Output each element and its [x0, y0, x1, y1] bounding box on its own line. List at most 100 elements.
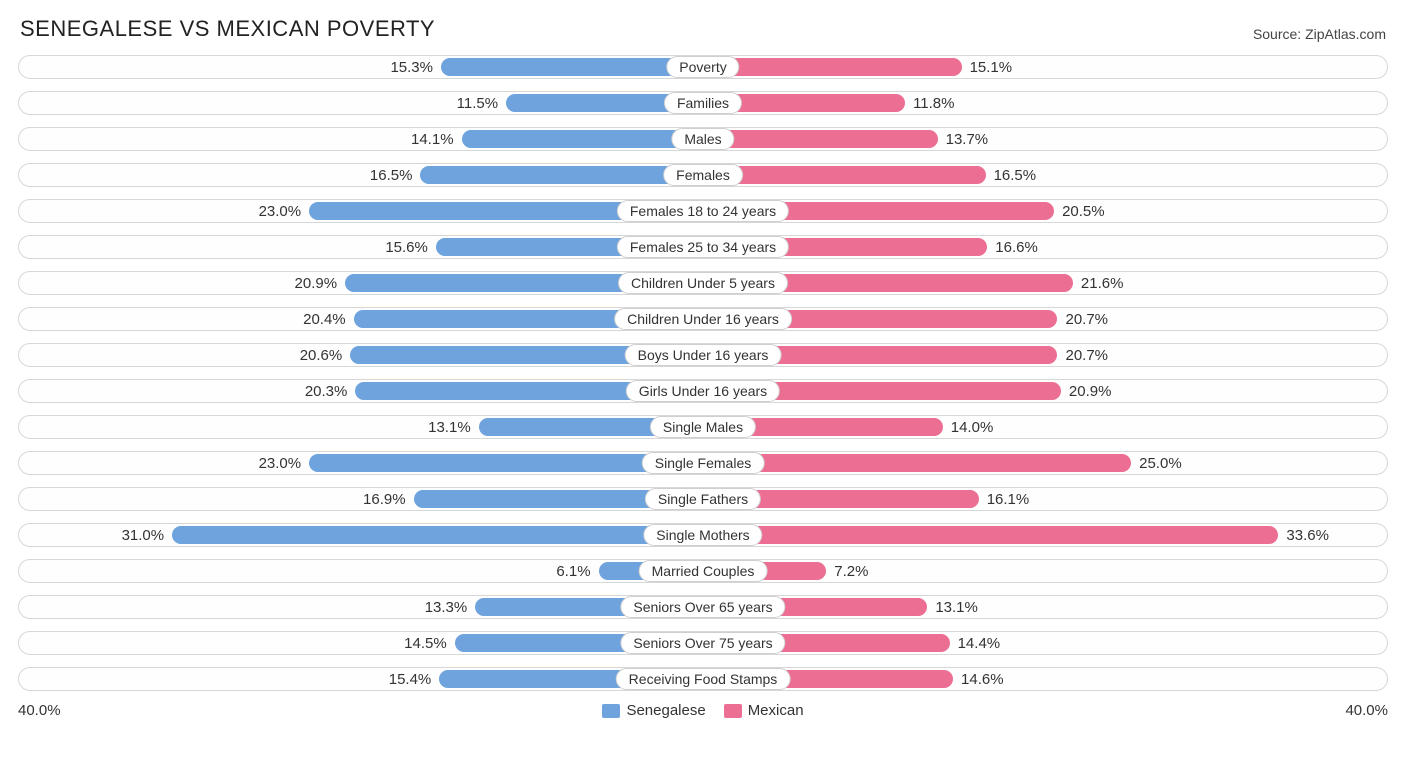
row-right-value: 21.6%	[1081, 275, 1124, 292]
chart-row: 15.4% 14.6%Receiving Food Stamps	[18, 664, 1388, 694]
row-right-half: 11.8%	[703, 88, 1388, 118]
row-left-value: 20.9%	[295, 275, 338, 292]
row-category-label: Males	[671, 128, 734, 150]
row-left-half: 6.1%	[18, 556, 703, 586]
row-right-value: 14.4%	[958, 635, 1001, 652]
chart-row: 16.5%16.5%Females	[18, 160, 1388, 190]
row-right-half: 20.9%	[703, 376, 1388, 406]
row-category-label: Single Mothers	[643, 524, 762, 546]
row-right-half: 25.0%	[703, 448, 1388, 478]
row-left-half: 20.4%	[18, 304, 703, 334]
row-left-half: 14.5%	[18, 628, 703, 658]
row-category-label: Single Fathers	[645, 488, 761, 510]
row-left-half: 15.4%	[18, 664, 703, 694]
row-right-half: 15.1%	[703, 52, 1388, 82]
row-left-half: 11.5%	[18, 88, 703, 118]
chart-source: Source: ZipAtlas.com	[1253, 26, 1386, 42]
chart-row: 20.6% 20.7%Boys Under 16 years	[18, 340, 1388, 370]
chart-row: 20.4%20.7%Children Under 16 years	[18, 304, 1388, 334]
legend-item-right: Mexican	[724, 702, 804, 719]
row-left-value: 15.3%	[390, 59, 433, 76]
chart-row: 20.3% 20.9% Girls Under 16 years	[18, 376, 1388, 406]
chart-header: SENEGALESE VS MEXICAN POVERTY Source: Zi…	[18, 10, 1388, 52]
legend-item-left: Senegalese	[602, 702, 705, 719]
chart-row: 14.1% 13.7%Males	[18, 124, 1388, 154]
row-right-value: 20.5%	[1062, 203, 1105, 220]
row-left-bar	[441, 58, 703, 76]
row-left-half: 31.0%	[18, 520, 703, 550]
row-category-label: Boys Under 16 years	[625, 344, 782, 366]
row-left-value: 15.6%	[385, 239, 428, 256]
row-left-half: 20.6%	[18, 340, 703, 370]
row-right-value: 11.8%	[913, 95, 954, 112]
row-right-bar	[703, 166, 986, 184]
row-left-value: 20.4%	[303, 311, 346, 328]
row-right-value: 7.2%	[834, 563, 868, 580]
row-right-bar	[703, 526, 1278, 544]
chart-row: 23.0% 20.5% Females 18 to 24 years	[18, 196, 1388, 226]
row-left-half: 20.3%	[18, 376, 703, 406]
row-category-label: Girls Under 16 years	[626, 380, 780, 402]
row-left-value: 13.1%	[428, 419, 471, 436]
chart-footer: 40.0% Senegalese Mexican 40.0%	[18, 700, 1388, 719]
row-left-value: 20.3%	[305, 383, 348, 400]
chart-row: 23.0% 25.0% Single Females	[18, 448, 1388, 478]
row-category-label: Seniors Over 75 years	[620, 632, 785, 654]
row-right-bar	[703, 58, 962, 76]
row-right-half: 14.0%	[703, 412, 1388, 442]
row-left-value: 6.1%	[556, 563, 590, 580]
row-left-half: 13.3%	[18, 592, 703, 622]
row-right-half: 20.5%	[703, 196, 1388, 226]
chart-row: 31.0% 33.6% Single Mothers	[18, 520, 1388, 550]
row-right-half: 21.6%	[703, 268, 1388, 298]
row-left-value: 15.4%	[389, 671, 432, 688]
row-category-label: Females 25 to 34 years	[617, 236, 789, 258]
row-category-label: Children Under 5 years	[618, 272, 788, 294]
row-left-half: 23.0%	[18, 448, 703, 478]
row-category-label: Married Couples	[639, 560, 768, 582]
row-category-label: Poverty	[666, 56, 739, 78]
row-category-label: Single Females	[642, 452, 765, 474]
row-right-half: 14.6%	[703, 664, 1388, 694]
row-right-half: 16.1%	[703, 484, 1388, 514]
row-category-label: Receiving Food Stamps	[616, 668, 791, 690]
row-right-half: 20.7%	[703, 304, 1388, 334]
row-right-half: 33.6%	[703, 520, 1388, 550]
row-right-value: 20.9%	[1069, 383, 1112, 400]
row-left-value: 23.0%	[259, 455, 302, 472]
row-right-bar	[703, 454, 1131, 472]
row-right-value: 25.0%	[1139, 455, 1182, 472]
row-left-value: 16.5%	[370, 167, 413, 184]
legend-right-label: Mexican	[748, 702, 804, 719]
row-right-half: 20.7%	[703, 340, 1388, 370]
legend: Senegalese Mexican	[602, 702, 803, 719]
chart-row: 6.1% 7.2% Married Couples	[18, 556, 1388, 586]
row-left-value: 31.0%	[122, 527, 165, 544]
row-right-value: 14.0%	[951, 419, 994, 436]
chart-row: 16.9% 16.1%Single Fathers	[18, 484, 1388, 514]
row-left-half: 20.9%	[18, 268, 703, 298]
row-category-label: Seniors Over 65 years	[620, 596, 785, 618]
row-left-value: 11.5%	[457, 95, 498, 112]
row-right-half: 13.7%	[703, 124, 1388, 154]
chart-row: 13.3%13.1%Seniors Over 65 years	[18, 592, 1388, 622]
chart-row: 14.5% 14.4% Seniors Over 75 years	[18, 628, 1388, 658]
row-left-half: 14.1%	[18, 124, 703, 154]
row-left-half: 13.1%	[18, 412, 703, 442]
row-left-half: 23.0%	[18, 196, 703, 226]
row-category-label: Females	[663, 164, 743, 186]
row-right-half: 7.2%	[703, 556, 1388, 586]
row-left-value: 16.9%	[363, 491, 406, 508]
scale-label-right: 40.0%	[1345, 702, 1388, 719]
row-category-label: Single Males	[650, 416, 756, 438]
row-right-value: 33.6%	[1286, 527, 1329, 544]
row-left-value: 14.1%	[411, 131, 454, 148]
row-right-value: 20.7%	[1065, 311, 1108, 328]
chart-row: 13.1% 14.0% Single Males	[18, 412, 1388, 442]
row-left-value: 20.6%	[300, 347, 343, 364]
row-left-bar	[462, 130, 703, 148]
chart-row: 20.9% 21.6% Children Under 5 years	[18, 268, 1388, 298]
row-left-half: 16.5%	[18, 160, 703, 190]
row-category-label: Families	[664, 92, 742, 114]
row-category-label: Females 18 to 24 years	[617, 200, 789, 222]
